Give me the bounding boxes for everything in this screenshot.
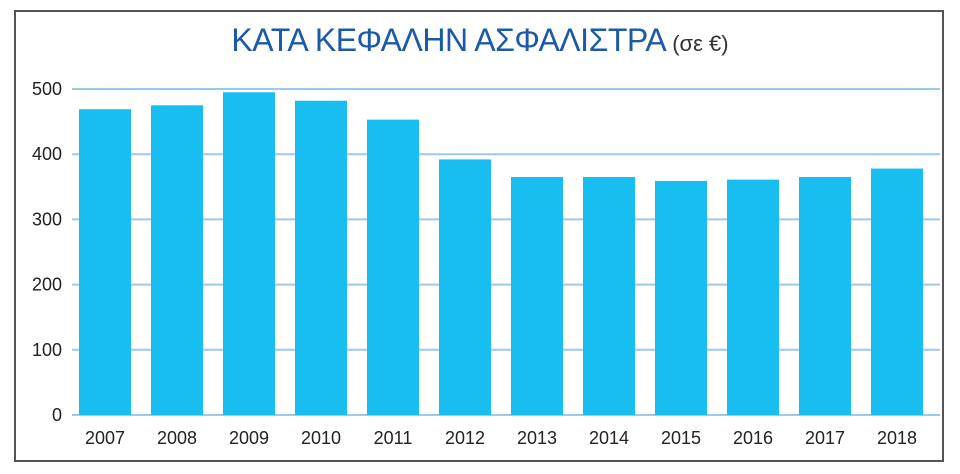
y-tick-label: 200 [32,275,62,295]
x-tick-label: 2012 [445,428,485,448]
x-tick-label: 2015 [661,428,701,448]
x-tick-label: 2017 [805,428,845,448]
bar-2011 [367,119,419,416]
y-tick-label: 500 [32,79,62,99]
chart-subtitle: (σε €) [672,31,729,56]
x-axis-ticks: 2007 2008 2009 2010 2011 2012 2013 2014 2015 2016… [85,428,917,448]
bar-2009 [223,92,275,415]
bar-2012 [439,159,491,415]
y-tick-label: 400 [32,144,62,164]
x-tick-label: 2011 [374,428,413,448]
bar-2018 [871,168,923,415]
bar-2016 [727,179,779,415]
bar-2008 [151,105,203,416]
y-tick-label: 0 [52,405,62,425]
bar-2010 [295,100,347,416]
bar-2014 [583,177,635,415]
y-tick-label: 100 [32,340,62,360]
bar-2007 [79,109,131,415]
x-tick-label: 2007 [85,428,125,448]
x-tick-label: 2018 [877,428,917,448]
bar-2013 [511,177,563,415]
x-tick-label: 2009 [229,428,269,448]
grid-lines [72,88,940,416]
x-tick-label: 2008 [157,428,197,448]
bars [79,92,923,416]
y-tick-label: 300 [32,209,62,229]
x-tick-label: 2013 [517,428,557,448]
x-tick-label: 2016 [733,428,773,448]
bar-2015 [655,180,707,415]
x-tick-label: 2014 [589,428,629,448]
y-axis-ticks: 0 100 200 300 400 500 [32,79,62,425]
x-tick-label: 2010 [301,428,341,448]
chart-title-block: ΚΑΤΑ ΚΕΦΑΛΗΝ ΑΣΦΑΛΙΣΤΡΑ (σε €) [0,22,960,59]
chart-title: ΚΑΤΑ ΚΕΦΑΛΗΝ ΑΣΦΑΛΙΣΤΡΑ [231,22,667,58]
bar-2017 [799,177,851,415]
